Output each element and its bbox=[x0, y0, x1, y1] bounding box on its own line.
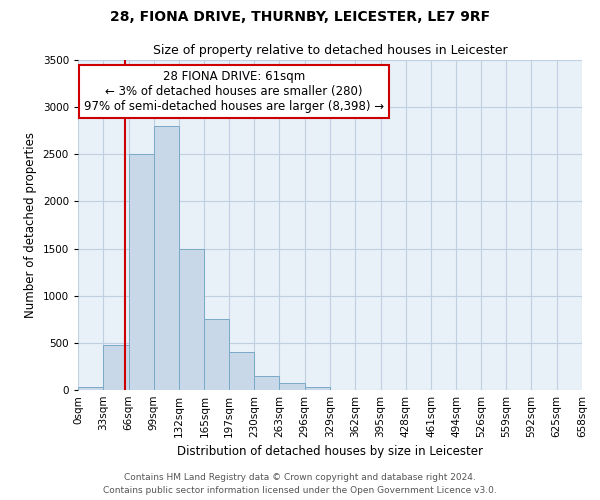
Text: Contains HM Land Registry data © Crown copyright and database right 2024.
Contai: Contains HM Land Registry data © Crown c… bbox=[103, 474, 497, 495]
X-axis label: Distribution of detached houses by size in Leicester: Distribution of detached houses by size … bbox=[177, 446, 483, 458]
Bar bbox=[254, 376, 280, 390]
Bar bbox=[280, 384, 305, 390]
Bar bbox=[103, 344, 128, 390]
Bar bbox=[205, 320, 229, 390]
Title: Size of property relative to detached houses in Leicester: Size of property relative to detached ho… bbox=[152, 44, 508, 58]
Text: 28 FIONA DRIVE: 61sqm
← 3% of detached houses are smaller (280)
97% of semi-deta: 28 FIONA DRIVE: 61sqm ← 3% of detached h… bbox=[84, 70, 385, 113]
Bar bbox=[78, 387, 103, 390]
Bar bbox=[128, 154, 154, 390]
Text: 28, FIONA DRIVE, THURNBY, LEICESTER, LE7 9RF: 28, FIONA DRIVE, THURNBY, LEICESTER, LE7… bbox=[110, 10, 490, 24]
Bar bbox=[154, 126, 179, 390]
Y-axis label: Number of detached properties: Number of detached properties bbox=[24, 132, 37, 318]
Bar bbox=[229, 352, 254, 390]
Bar bbox=[305, 387, 330, 390]
Bar bbox=[179, 248, 205, 390]
